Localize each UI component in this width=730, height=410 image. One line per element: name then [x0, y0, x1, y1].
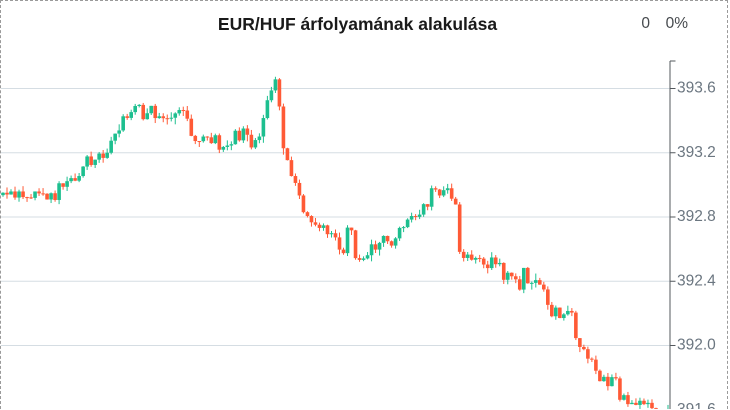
svg-text:392.0: 392.0	[677, 337, 716, 354]
svg-text:393.2: 393.2	[677, 144, 716, 161]
svg-text:391.6: 391.6	[677, 401, 716, 409]
svg-text:393.6: 393.6	[677, 80, 716, 97]
svg-text:392.4: 392.4	[677, 272, 716, 289]
svg-text:392.8: 392.8	[677, 208, 716, 225]
